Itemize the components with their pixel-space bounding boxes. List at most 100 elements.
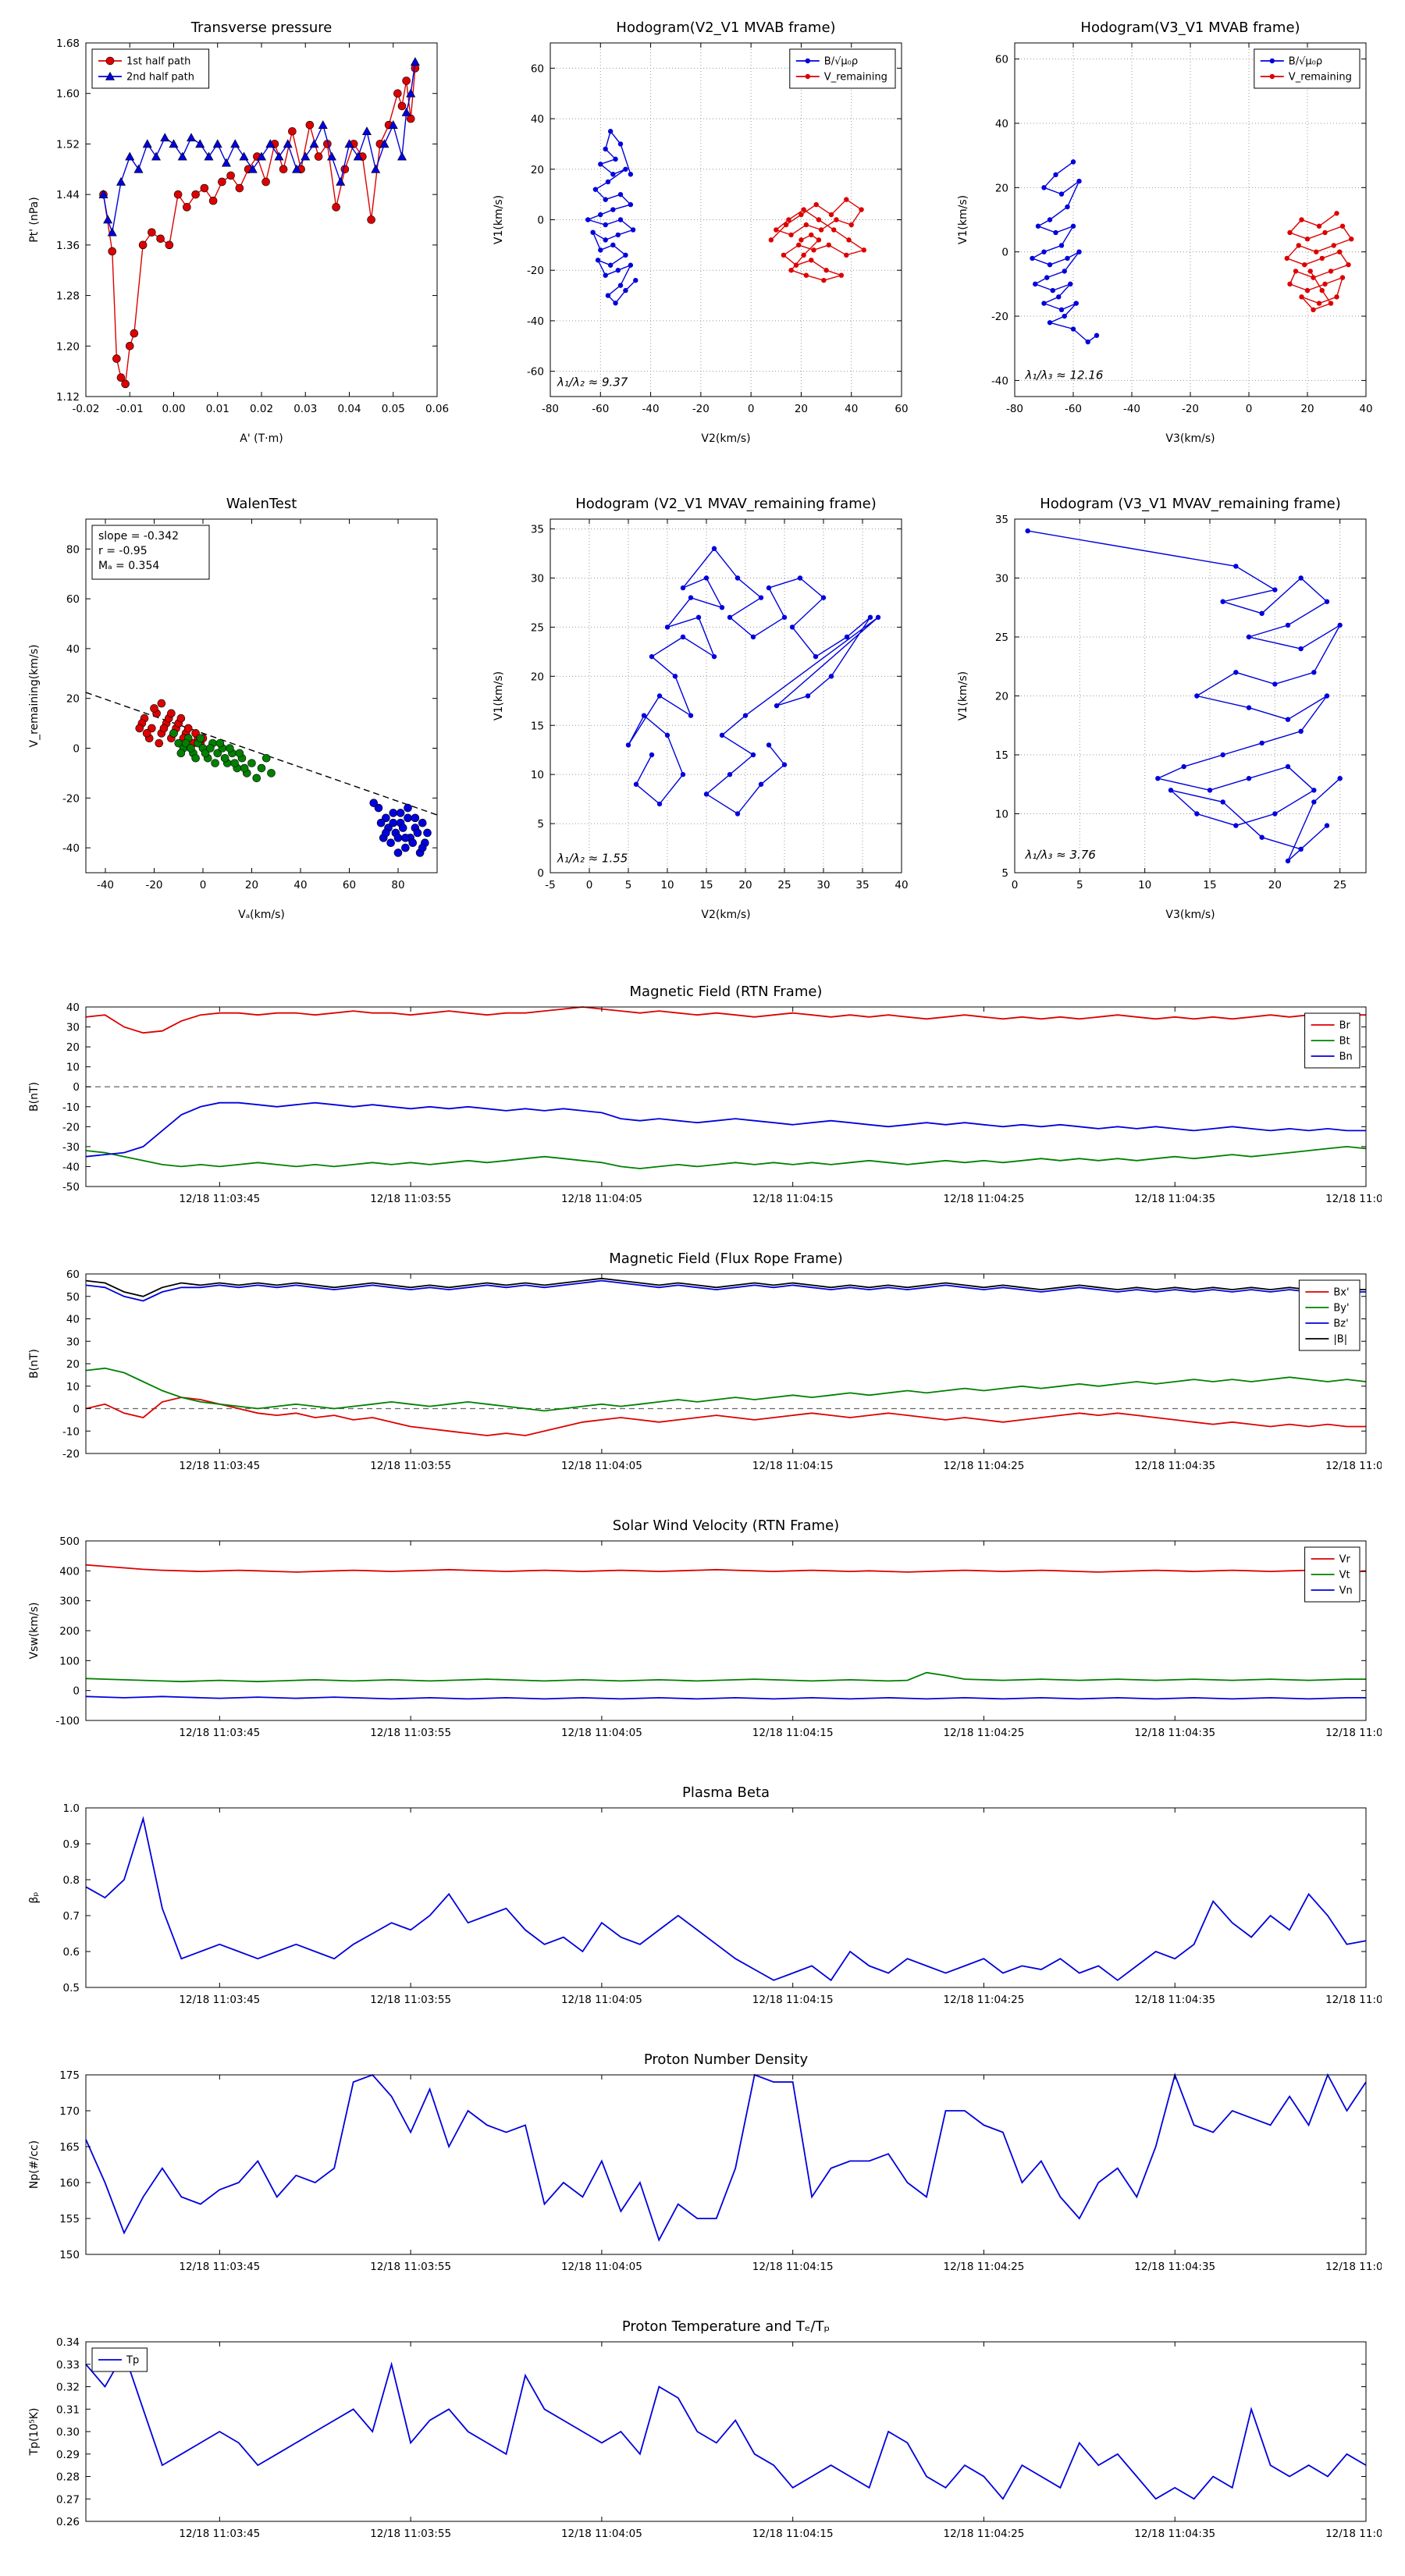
panel-plasma-beta: 12/18 11:03:45 12/18 11:03:55 12/18 11:04:… bbox=[23, 1777, 1382, 2026]
svg-text:12/18 11:03:45: 12/18 11:03:45 bbox=[179, 2528, 260, 2540]
svg-text:0.06: 0.06 bbox=[425, 403, 449, 415]
svg-text:30: 30 bbox=[816, 879, 830, 891]
svg-text:Plasma Beta: Plasma Beta bbox=[682, 1784, 770, 1801]
svg-text:100: 100 bbox=[59, 1655, 80, 1667]
svg-text:20: 20 bbox=[1268, 879, 1282, 891]
svg-text:-60: -60 bbox=[1065, 403, 1082, 415]
panel-solar-wind-velocity: 12/18 11:03:45 12/18 11:03:55 12/18 11:04:… bbox=[23, 1510, 1382, 1759]
svg-text:0.29: 0.29 bbox=[56, 2449, 80, 2461]
svg-text:15: 15 bbox=[531, 720, 544, 732]
svg-text:12/18 11:04:05: 12/18 11:04:05 bbox=[561, 1727, 642, 1739]
svg-text:10: 10 bbox=[995, 809, 1008, 821]
svg-text:12/18 11:03:45: 12/18 11:03:45 bbox=[179, 1994, 260, 2006]
svg-text:V1(km/s): V1(km/s) bbox=[493, 195, 505, 244]
svg-text:30: 30 bbox=[66, 1022, 80, 1034]
svg-text:400: 400 bbox=[59, 1565, 80, 1578]
svg-text:12/18 11:04:45: 12/18 11:04:45 bbox=[1325, 1727, 1382, 1739]
svg-text:0.7: 0.7 bbox=[63, 1910, 80, 1923]
svg-text:V3(km/s): V3(km/s) bbox=[1165, 909, 1215, 921]
svg-text:20: 20 bbox=[531, 164, 544, 176]
svg-text:10: 10 bbox=[66, 1062, 80, 1074]
svg-text:40: 40 bbox=[66, 1314, 80, 1326]
svg-text:15: 15 bbox=[699, 879, 713, 891]
svg-text:0.00: 0.00 bbox=[162, 403, 185, 415]
svg-text:-40: -40 bbox=[62, 842, 80, 855]
svg-text:20: 20 bbox=[66, 693, 80, 706]
svg-text:10: 10 bbox=[1138, 879, 1151, 891]
svg-text:20: 20 bbox=[1300, 403, 1314, 415]
chart-svg: 12/18 11:03:45 12/18 11:03:55 12/18 11:04:… bbox=[23, 1777, 1382, 2026]
svg-text:12/18 11:03:45: 12/18 11:03:45 bbox=[179, 1460, 260, 1472]
svg-text:-60: -60 bbox=[527, 366, 544, 379]
panel-transverse-pressure: -0.02 -0.01 0.00 0.01 0.02 0.03 0.04 0.05 0.06 1.… bbox=[23, 12, 453, 453]
svg-text:1.0: 1.0 bbox=[63, 1802, 80, 1815]
svg-text:12/18 11:03:55: 12/18 11:03:55 bbox=[370, 2261, 451, 2273]
svg-text:1st half path: 1st half path bbox=[126, 56, 190, 68]
svg-text:-100: -100 bbox=[55, 1715, 80, 1727]
svg-text:12/18 11:04:25: 12/18 11:04:25 bbox=[944, 1193, 1025, 1205]
svg-text:165: 165 bbox=[59, 2141, 80, 2154]
svg-text:0.28: 0.28 bbox=[56, 2471, 80, 2484]
svg-text:Pt' (nPa): Pt' (nPa) bbox=[28, 197, 41, 242]
svg-text:1.44: 1.44 bbox=[56, 189, 80, 201]
svg-text:0.32: 0.32 bbox=[56, 2382, 80, 2394]
svg-text:12/18 11:03:55: 12/18 11:03:55 bbox=[370, 1460, 451, 1472]
chart-svg: 12/18 11:03:45 12/18 11:03:55 12/18 11:04:… bbox=[23, 1243, 1382, 1493]
svg-text:Mₐ = 0.354: Mₐ = 0.354 bbox=[98, 560, 159, 572]
svg-text:0: 0 bbox=[1012, 879, 1019, 891]
svg-text:V1(km/s): V1(km/s) bbox=[957, 671, 969, 720]
svg-text:-40: -40 bbox=[642, 403, 660, 415]
svg-text:0.30: 0.30 bbox=[56, 2426, 80, 2439]
svg-text:-50: -50 bbox=[62, 1181, 80, 1194]
svg-text:0.34: 0.34 bbox=[56, 2336, 80, 2349]
svg-text:60: 60 bbox=[895, 403, 908, 415]
svg-text:20: 20 bbox=[995, 691, 1008, 703]
svg-text:0: 0 bbox=[1001, 247, 1008, 259]
svg-text:-20: -20 bbox=[1182, 403, 1199, 415]
svg-text:0: 0 bbox=[73, 1404, 80, 1416]
svg-text:1.36: 1.36 bbox=[56, 240, 80, 252]
svg-text:35: 35 bbox=[531, 524, 544, 536]
svg-text:12/18 11:04:45: 12/18 11:04:45 bbox=[1325, 1994, 1382, 2006]
chart-svg: 12/18 11:03:45 12/18 11:03:55 12/18 11:04:… bbox=[23, 2311, 1382, 2560]
svg-text:B(nT): B(nT) bbox=[28, 1349, 41, 1379]
svg-text:12/18 11:04:15: 12/18 11:04:15 bbox=[752, 2261, 834, 2273]
svg-text:20: 20 bbox=[66, 1041, 80, 1054]
svg-text:1.52: 1.52 bbox=[56, 138, 80, 151]
svg-text:-20: -20 bbox=[527, 265, 544, 277]
svg-text:Tp(10⁵K): Tp(10⁵K) bbox=[28, 2408, 41, 2457]
svg-text:Proton Temperature and Tₑ/Tₚ: Proton Temperature and Tₑ/Tₚ bbox=[622, 2318, 830, 2335]
chart-svg: -0.02 -0.01 0.00 0.01 0.02 0.03 0.04 0.05 0.06 1.… bbox=[23, 12, 453, 453]
chart-svg: -40 -20 0 20 40 60 80 -40 -20 0 20 40 60 80 WalenTest V… bbox=[23, 488, 453, 929]
svg-text:20: 20 bbox=[66, 1358, 80, 1371]
svg-text:170: 170 bbox=[59, 2105, 80, 2118]
svg-text:V_remaining(km/s): V_remaining(km/s) bbox=[28, 645, 41, 748]
svg-text:0.27: 0.27 bbox=[56, 2493, 80, 2506]
svg-text:-30: -30 bbox=[62, 1141, 80, 1154]
svg-text:12/18 11:03:45: 12/18 11:03:45 bbox=[179, 2261, 260, 2273]
svg-text:1.60: 1.60 bbox=[56, 88, 80, 101]
chart-svg: -5 0 5 10 15 20 25 30 35 4005101520253035Hodogram… bbox=[488, 488, 917, 929]
svg-text:12/18 11:04:15: 12/18 11:04:15 bbox=[752, 1994, 834, 2006]
svg-text:35: 35 bbox=[995, 514, 1008, 526]
svg-text:1.12: 1.12 bbox=[56, 391, 80, 404]
panel-hodogram-v3v1-mvav: 0 5 10 15 20 25 5 10 15 20 25 30 35 Hodogram (V3_V1 M… bbox=[952, 488, 1382, 929]
svg-text:12/18 11:04:05: 12/18 11:04:05 bbox=[561, 2528, 642, 2540]
svg-text:Transverse pressure: Transverse pressure bbox=[190, 20, 333, 36]
svg-text:-20: -20 bbox=[991, 311, 1008, 323]
svg-text:20: 20 bbox=[795, 403, 808, 415]
svg-text:12/18 11:04:15: 12/18 11:04:15 bbox=[752, 1460, 834, 1472]
svg-text:V_remaining: V_remaining bbox=[1289, 72, 1352, 84]
svg-text:|B|: |B| bbox=[1333, 1334, 1347, 1346]
svg-text:20: 20 bbox=[995, 182, 1008, 194]
svg-text:0.33: 0.33 bbox=[56, 2359, 80, 2371]
svg-text:-20: -20 bbox=[145, 879, 162, 891]
svg-text:80: 80 bbox=[66, 543, 80, 556]
svg-text:0: 0 bbox=[73, 1685, 80, 1698]
svg-text:Vr: Vr bbox=[1339, 1554, 1351, 1566]
svg-text:0.6: 0.6 bbox=[63, 1946, 80, 1959]
svg-text:Proton Number Density: Proton Number Density bbox=[644, 2051, 809, 2068]
panel-walen-test: -40 -20 0 20 40 60 80 -40 -20 0 20 40 60 80 WalenTest V… bbox=[23, 488, 453, 929]
svg-text:λ₁/λ₂ ≈ 9.37: λ₁/λ₂ ≈ 9.37 bbox=[557, 375, 628, 389]
svg-text:WalenTest: WalenTest bbox=[226, 496, 297, 512]
